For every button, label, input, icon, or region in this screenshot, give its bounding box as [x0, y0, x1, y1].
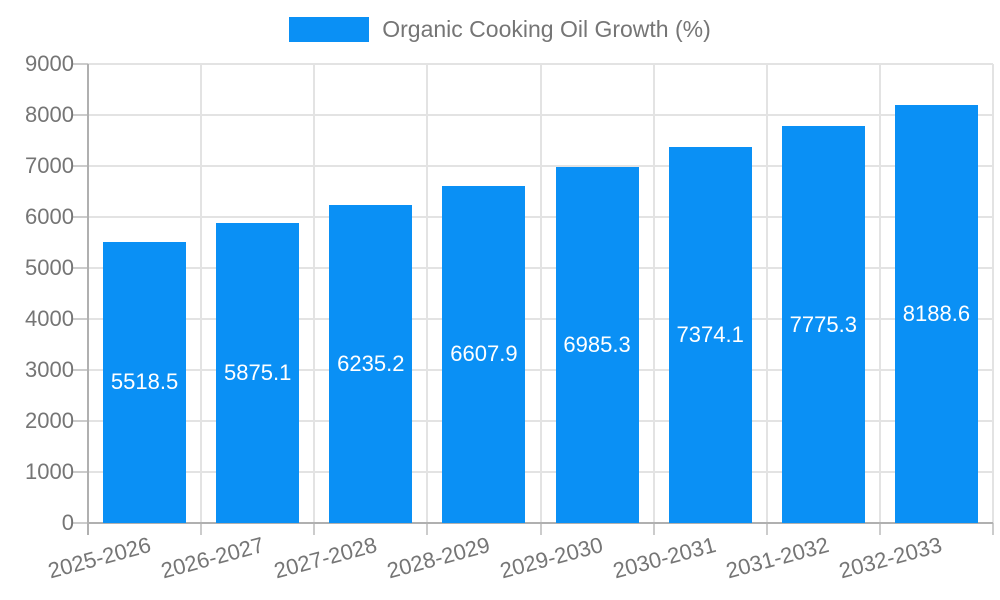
y-axis-line — [87, 64, 89, 535]
bar-value-label: 8188.6 — [902, 301, 971, 327]
y-tick-label: 3000 — [25, 357, 74, 382]
x-tick-label: 2032-2033 — [836, 532, 945, 584]
x-tick-label: 2031-2032 — [723, 532, 832, 584]
gridline-vertical — [200, 64, 203, 523]
gridline-vertical — [539, 64, 542, 523]
gridline-vertical — [765, 64, 768, 523]
y-axis-tick — [72, 420, 88, 422]
y-tick-label: 1000 — [25, 459, 74, 484]
bar-value-label: 5875.1 — [224, 360, 292, 386]
legend-swatch — [289, 17, 370, 42]
x-axis-tick — [539, 523, 542, 535]
y-tick-label: 7000 — [25, 153, 74, 178]
bar-value-label: 6235.2 — [337, 350, 405, 376]
x-axis-tick — [426, 523, 429, 535]
x-axis-tick — [878, 523, 881, 535]
y-axis-tick — [72, 267, 88, 269]
y-axis-tick — [72, 471, 88, 473]
x-axis-tick — [992, 523, 994, 535]
x-axis-line — [88, 522, 993, 524]
y-axis-tick — [72, 216, 88, 218]
x-axis-tick — [765, 523, 768, 535]
x-tick-label: 2030-2031 — [610, 532, 719, 584]
bar-value-label: 7775.3 — [789, 311, 857, 337]
y-axis-tick — [72, 63, 88, 65]
y-axis-tick — [72, 114, 88, 116]
y-axis-tick — [72, 522, 88, 524]
bar-value-label: 7374.1 — [676, 321, 744, 347]
bar: 8188.6 — [894, 105, 978, 523]
x-tick-label: 2026-2027 — [158, 532, 267, 584]
bar: 6985.3 — [555, 166, 639, 523]
y-axis-tick — [72, 318, 88, 320]
gridline-vertical — [313, 64, 316, 523]
y-tick-label: 4000 — [25, 306, 74, 331]
bar: 6607.9 — [442, 185, 526, 523]
gridline-vertical — [878, 64, 881, 523]
y-tick-label: 0 — [61, 510, 74, 535]
bar: 5518.5 — [103, 241, 187, 523]
gridline-vertical — [426, 64, 429, 523]
bar: 7775.3 — [781, 126, 865, 523]
bar-value-label: 6985.3 — [563, 331, 631, 357]
legend-item[interactable]: Organic Cooking Oil Growth (%) — [0, 16, 1000, 43]
y-axis-tick — [72, 165, 88, 167]
bar: 6235.2 — [329, 205, 413, 523]
bar-value-label: 6607.9 — [450, 341, 518, 367]
bar: 7374.1 — [668, 146, 752, 523]
y-tick-label: 2000 — [25, 408, 74, 433]
gridline-vertical — [652, 64, 655, 523]
x-axis-tick — [313, 523, 316, 535]
bar-value-label: 5518.5 — [110, 369, 179, 395]
gridline-vertical — [992, 64, 994, 523]
x-axis-tick — [652, 523, 655, 535]
x-tick-label: 2025-2026 — [44, 532, 154, 584]
x-tick-label: 2029-2030 — [497, 532, 606, 584]
x-tick-label: 2028-2029 — [384, 532, 493, 584]
bar: 5875.1 — [216, 223, 300, 523]
y-axis-tick — [72, 369, 88, 371]
x-axis-tick — [200, 523, 203, 535]
y-tick-label: 9000 — [25, 51, 74, 76]
y-tick-label: 8000 — [25, 102, 74, 127]
y-tick-label: 6000 — [25, 204, 74, 229]
legend-label: Organic Cooking Oil Growth (%) — [382, 16, 711, 42]
x-tick-label: 2027-2028 — [271, 532, 380, 584]
y-tick-label: 5000 — [25, 255, 74, 280]
